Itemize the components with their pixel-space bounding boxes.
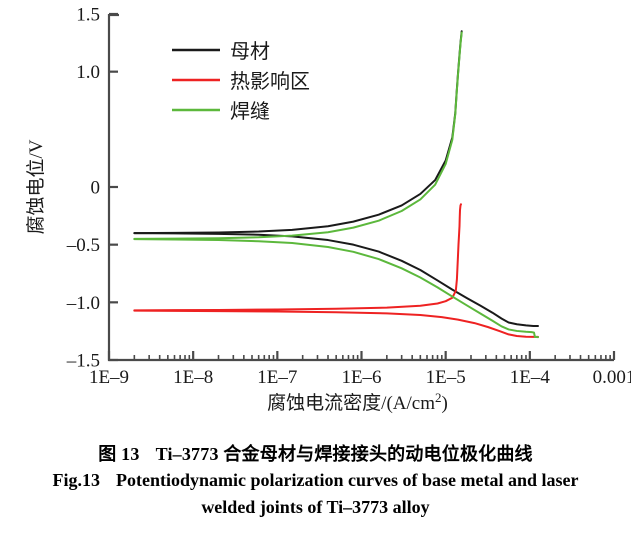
caption-cn-text: Ti–3773 合金母材与焊接接头的动电位极化曲线: [155, 444, 533, 464]
series-base-metal: [133, 30, 539, 327]
x-tick-label: 1E–4: [510, 367, 551, 388]
figure-number-cn: 图 13: [98, 444, 140, 464]
legend-label-base_metal: 母材: [230, 40, 270, 63]
caption-english-line2: welded joints of Ti–3773 alloy: [0, 497, 631, 518]
curve-cathodic: [133, 232, 539, 327]
legend-label-weld: 焊缝: [230, 100, 270, 123]
caption-chinese: 图 13 Ti–3773 合金母材与焊接接头的动电位极化曲线: [0, 440, 631, 466]
figure-number-en: Fig.13: [52, 470, 101, 490]
legend-label-haz: 热影响区: [230, 70, 310, 93]
curve-cathodic: [133, 309, 539, 338]
y-tick-label: –1.0: [66, 293, 100, 314]
y-tick-label: 0: [91, 178, 101, 199]
caption-english-line1: Fig.13 Potentiodynamic polarization curve…: [0, 470, 631, 491]
y-tick-label: 1.0: [76, 62, 100, 83]
caption-en-text1: Potentiodynamic polarization curves of b…: [116, 470, 579, 490]
x-tick-label: 1E–8: [173, 367, 213, 388]
caption-en-text2: welded joints of Ti–3773 alloy: [201, 497, 430, 517]
y-tick-label: 1.5: [76, 5, 100, 26]
curve-anodic: [133, 30, 463, 235]
x-tick-label: 1E–5: [426, 367, 466, 388]
series-weld-seam: [133, 31, 539, 339]
x-tick-label: 1E–7: [257, 367, 297, 388]
y-tick-label: –0.5: [66, 235, 100, 256]
curve-anodic: [133, 31, 463, 240]
y-tick-label: –1.5: [66, 351, 100, 372]
y-axis-title: 腐蚀电位/V: [25, 139, 47, 234]
curve-cathodic: [133, 238, 539, 339]
x-tick-label: 1E–9: [89, 367, 129, 388]
series-heat-affected-zone: [133, 203, 539, 338]
x-axis-title: 腐蚀电流密度/(A/cm2): [267, 390, 448, 415]
curve-anodic: [133, 203, 462, 312]
x-tick-label: 1E–6: [341, 367, 381, 388]
x-tick-label: 0.001: [593, 367, 631, 388]
polarization-chart: 1.5 1.0 0 –0.5 –1.0 –1.51E–9 1E–8 1E–7 1E–6 1E–5 1…: [25, 5, 631, 415]
